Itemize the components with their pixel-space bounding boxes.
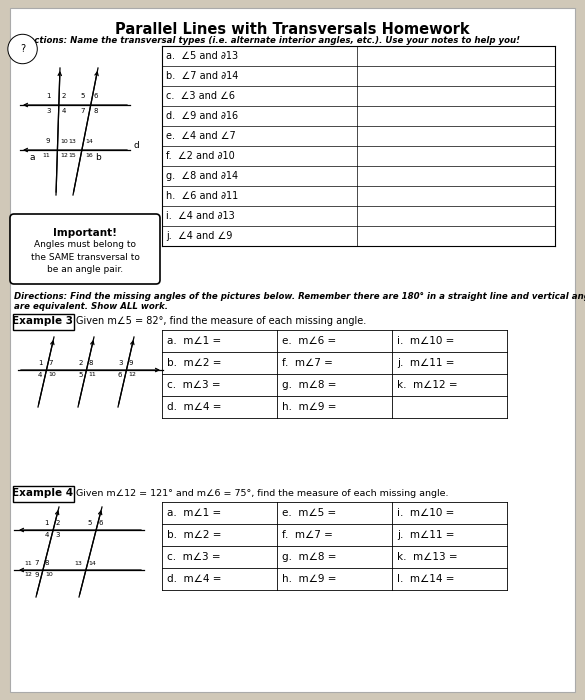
Text: g.  m∠8 =: g. m∠8 = [282, 552, 336, 562]
Text: 1: 1 [44, 520, 49, 526]
Text: 14: 14 [88, 561, 96, 566]
Text: 4: 4 [62, 108, 66, 114]
Text: f.  ∠2 and ∂10: f. ∠2 and ∂10 [166, 151, 235, 161]
Text: 2: 2 [62, 93, 66, 99]
Text: 6: 6 [94, 93, 98, 99]
Text: b.  ∠7 and ∂14: b. ∠7 and ∂14 [166, 71, 238, 81]
Text: b.  m∠2 =: b. m∠2 = [167, 530, 222, 540]
Text: j.  m∠11 =: j. m∠11 = [397, 530, 455, 540]
Text: 9: 9 [129, 360, 133, 366]
Text: 4: 4 [44, 532, 49, 538]
Text: f.  m∠7 =: f. m∠7 = [282, 530, 333, 540]
Text: 10: 10 [45, 572, 53, 577]
Text: 10: 10 [49, 372, 56, 377]
Text: ?: ? [20, 44, 25, 54]
Text: d: d [133, 141, 139, 150]
Text: 3: 3 [46, 108, 51, 114]
Text: 8: 8 [45, 560, 49, 566]
Text: 5: 5 [78, 372, 82, 378]
Text: Angles must belong to
the SAME transversal to
be an angle pair.: Angles must belong to the SAME transvers… [30, 240, 139, 274]
Text: h.  m∠9 =: h. m∠9 = [282, 574, 336, 584]
Text: Example 3: Example 3 [12, 316, 74, 326]
Text: l.  m∠14 =: l. m∠14 = [397, 574, 455, 584]
Text: e.  m∠5 =: e. m∠5 = [282, 508, 336, 518]
Text: d.  m∠4 =: d. m∠4 = [167, 402, 222, 412]
FancyBboxPatch shape [12, 314, 74, 330]
Text: i.  ∠4 and ∂13: i. ∠4 and ∂13 [166, 211, 235, 221]
Text: Example 4: Example 4 [12, 489, 74, 498]
Text: i.  m∠10 =: i. m∠10 = [397, 336, 455, 346]
Text: 7: 7 [49, 360, 53, 366]
Text: c.  m∠3 =: c. m∠3 = [167, 380, 221, 390]
FancyBboxPatch shape [10, 8, 575, 692]
Text: 15: 15 [68, 153, 76, 158]
Text: c.  m∠3 =: c. m∠3 = [167, 552, 221, 562]
Text: g.  m∠8 =: g. m∠8 = [282, 380, 336, 390]
Text: 11: 11 [43, 153, 50, 158]
Text: b: b [95, 153, 101, 162]
Text: h.  m∠9 =: h. m∠9 = [282, 402, 336, 412]
Text: a.  m∠1 =: a. m∠1 = [167, 508, 221, 518]
Text: 14: 14 [85, 139, 93, 144]
Text: Given m∠5 = 82°, find the measure of each missing angle.: Given m∠5 = 82°, find the measure of eac… [76, 316, 366, 326]
Text: 8: 8 [88, 360, 93, 366]
Text: b.  m∠2 =: b. m∠2 = [167, 358, 222, 368]
Text: 5: 5 [88, 520, 92, 526]
Text: f.  m∠7 =: f. m∠7 = [282, 358, 333, 368]
Text: c.  ∠3 and ∠6: c. ∠3 and ∠6 [166, 91, 235, 101]
Text: a: a [29, 153, 35, 162]
FancyBboxPatch shape [12, 486, 74, 501]
Text: g.  ∠8 and ∂14: g. ∠8 and ∂14 [166, 171, 238, 181]
Text: 7: 7 [35, 560, 39, 566]
Text: 1: 1 [46, 93, 51, 99]
Text: 8: 8 [94, 108, 98, 114]
Text: h.  ∠6 and ∂11: h. ∠6 and ∂11 [166, 191, 238, 201]
Text: d.  ∠9 and ∂16: d. ∠9 and ∂16 [166, 111, 238, 121]
Text: a.  m∠1 =: a. m∠1 = [167, 336, 221, 346]
Text: 6: 6 [98, 520, 102, 526]
Text: e.  ∠4 and ∠7: e. ∠4 and ∠7 [166, 131, 236, 141]
Text: 16: 16 [85, 153, 92, 158]
Text: k.  m∠12 =: k. m∠12 = [397, 380, 457, 390]
Text: e.  m∠6 =: e. m∠6 = [282, 336, 336, 346]
Text: 10: 10 [60, 139, 68, 144]
Text: 4: 4 [38, 372, 43, 378]
Text: j.  m∠11 =: j. m∠11 = [397, 358, 455, 368]
Text: Directions: Name the transversal types (i.e. alternate interior angles, etc.). U: Directions: Name the transversal types (… [14, 36, 520, 45]
Text: 6: 6 [118, 372, 122, 378]
Text: 1: 1 [38, 360, 43, 366]
Text: 2: 2 [78, 360, 82, 366]
Text: Important!: Important! [53, 228, 117, 238]
Text: Given m∠12 = 121° and m∠6 = 75°, find the measure of each missing angle.: Given m∠12 = 121° and m∠6 = 75°, find th… [76, 489, 449, 498]
FancyBboxPatch shape [10, 214, 160, 284]
Text: j.  ∠4 and ∠9: j. ∠4 and ∠9 [166, 231, 232, 241]
Text: a.  ∠5 and ∂13: a. ∠5 and ∂13 [166, 51, 238, 61]
Text: 12: 12 [24, 572, 32, 577]
Text: 3: 3 [118, 360, 122, 366]
Text: k.  m∠13 =: k. m∠13 = [397, 552, 457, 562]
Text: 5: 5 [80, 93, 85, 99]
Text: Directions: Find the missing angles of the pictures below. Remember there are 18: Directions: Find the missing angles of t… [14, 292, 585, 312]
Text: 13: 13 [74, 561, 82, 566]
Text: 9: 9 [35, 572, 39, 578]
Text: i.  m∠10 =: i. m∠10 = [397, 508, 455, 518]
Text: 12: 12 [60, 153, 68, 158]
Text: 7: 7 [80, 108, 85, 114]
Text: 13: 13 [68, 139, 76, 144]
Text: 9: 9 [46, 138, 50, 144]
Text: 2: 2 [55, 520, 60, 526]
Text: 3: 3 [55, 532, 60, 538]
Text: d.  m∠4 =: d. m∠4 = [167, 574, 222, 584]
Text: 12: 12 [129, 372, 136, 377]
Text: 11: 11 [88, 372, 96, 377]
Text: Parallel Lines with Transversals Homework: Parallel Lines with Transversals Homewor… [115, 22, 469, 37]
Text: 11: 11 [24, 561, 32, 566]
